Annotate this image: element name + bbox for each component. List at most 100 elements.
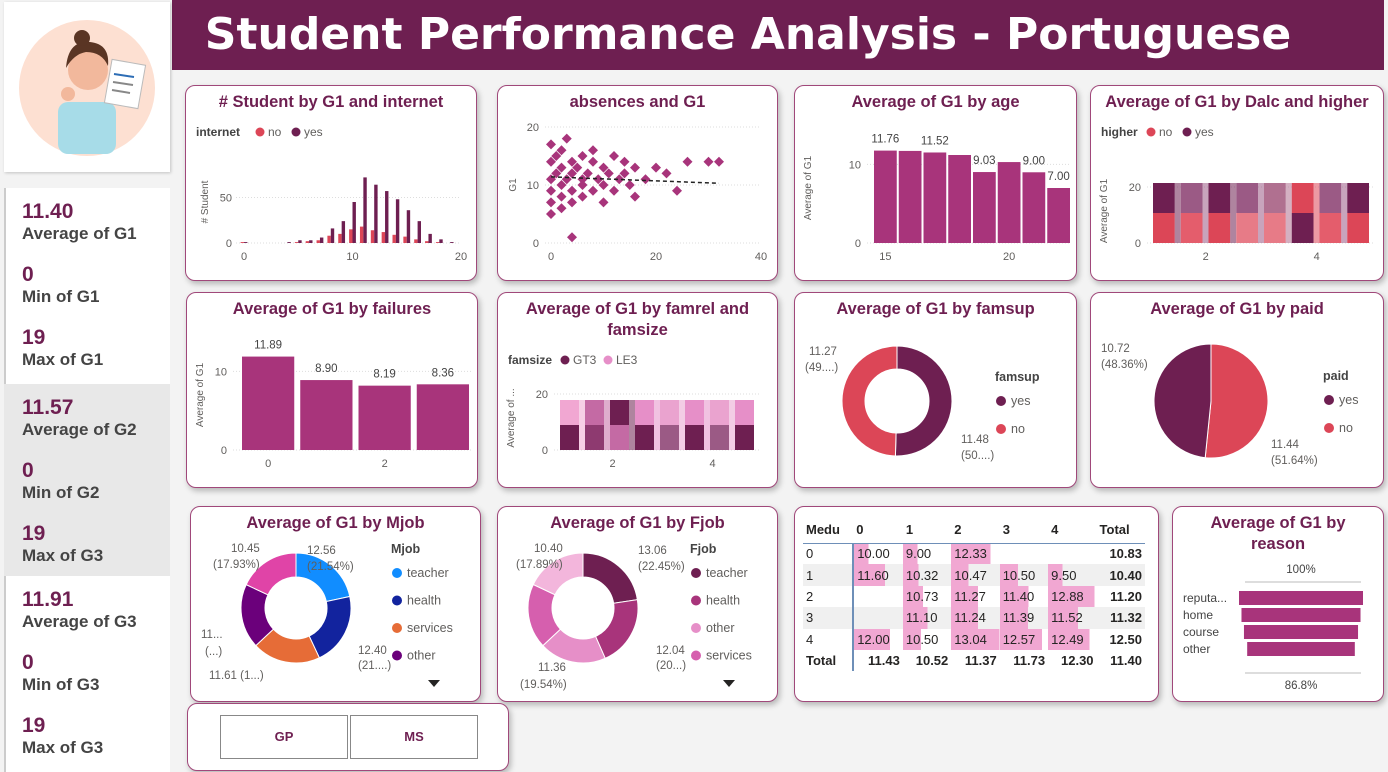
matrix-cell: 11.40 <box>999 585 1049 608</box>
data-label: (49....) <box>805 362 838 374</box>
ribbon-connector <box>604 400 610 450</box>
kpi-card: 19 Max of G3 <box>0 522 170 566</box>
legend-label: yes <box>1011 394 1030 408</box>
slicer-option-gp[interactable]: GP <box>220 715 348 759</box>
card-famsup[interactable]: Average of G1 by famsup 11.27 (49....) 11.… <box>794 292 1077 488</box>
matrix-column-header: 2 <box>951 517 1000 544</box>
scatter-point <box>546 139 556 150</box>
card-paid[interactable]: Average of G1 by paid 10.72 (48.36%) 11.44… <box>1090 292 1384 488</box>
ribbon-segment <box>1264 183 1286 213</box>
bar-no <box>392 234 396 243</box>
card-absences[interactable]: absences and G1 G1 0 10 20 0 20 40 <box>497 85 778 281</box>
bar-no <box>294 242 299 243</box>
scatter-point <box>682 156 693 167</box>
bar-yes <box>395 199 400 243</box>
legend-title: Mjob <box>391 542 421 556</box>
bar <box>923 152 947 243</box>
legend-label: no <box>1339 421 1353 435</box>
matrix-row-key: 4 <box>803 628 855 650</box>
bar-no <box>338 233 342 243</box>
bar-yes <box>319 237 324 243</box>
card-medu-matrix[interactable]: Medu 0 1 2 3 4 Total 0 10.00 9.00 12.33 10.83 1 11.60… <box>794 506 1159 702</box>
scatter-point <box>672 185 682 196</box>
legend-label: health <box>706 594 740 608</box>
pie-slice <box>582 552 638 604</box>
bar-no <box>316 240 320 243</box>
data-label: 11.76 <box>871 134 899 146</box>
data-label: (17.89%) <box>516 559 563 571</box>
slicer-option-ms[interactable]: MS <box>350 715 478 759</box>
ribbon-segment <box>685 425 704 450</box>
data-label: (17.93%) <box>213 559 260 571</box>
bar <box>973 172 996 243</box>
matrix-row-key: 0 <box>803 543 855 565</box>
ribbon-segment <box>1347 183 1369 213</box>
card-dalc[interactable]: Average of G1 by Dalc and higher higher n… <box>1090 85 1384 281</box>
ribbon-segment <box>635 425 654 450</box>
matrix-cell: 10.47 <box>951 564 1000 586</box>
scatter-point <box>598 162 609 173</box>
y-axis-title: G1 <box>508 178 519 192</box>
data-label: 8.90 <box>315 363 337 375</box>
legend-marker <box>255 127 265 137</box>
ribbon-connector <box>679 400 685 450</box>
funnel-bar <box>1247 642 1355 656</box>
card-failures[interactable]: Average of G1 by failures Average of G1 0… <box>186 292 478 488</box>
data-label: (50....) <box>961 450 994 462</box>
scatter-point <box>551 151 562 161</box>
funnel-bar <box>1239 591 1363 605</box>
ribbon-segment <box>1180 213 1203 243</box>
scatter-point <box>546 197 556 208</box>
matrix-column-header: 0 <box>853 517 903 544</box>
bar-no <box>240 242 244 243</box>
card-famrel[interactable]: Average of G1 by famrel and famsize fams… <box>497 292 778 488</box>
card-reason[interactable]: Average of G1 by reason 100% 86.8% reputa.… <box>1172 506 1384 702</box>
scatter-point <box>546 156 556 167</box>
matrix-cell: 11.24 <box>951 607 1000 629</box>
pie-slice <box>1204 343 1269 459</box>
matrix-cell: 9.00 <box>902 543 952 565</box>
matrix-total-row: Total 11.43 10.52 11.37 11.73 12.30 11.40 <box>803 649 1145 672</box>
legend-label: no <box>1159 125 1173 139</box>
bar <box>242 356 295 450</box>
kpi-label: Min of G3 <box>22 675 100 694</box>
bar-no <box>435 242 440 243</box>
bar-no <box>425 241 429 243</box>
scatter-point <box>598 197 609 208</box>
card-fjob[interactable]: Average of G1 by Fjob 13.06 (22.45%) 12.04… <box>497 506 778 702</box>
ribbon-segment <box>685 400 704 425</box>
ribbon-segment <box>1236 183 1258 213</box>
student-avatar-icon <box>19 20 155 156</box>
bar-yes <box>363 177 367 243</box>
data-label: 11.44 <box>1271 439 1300 451</box>
card-mjob[interactable]: Average of G1 by Mjob 12.56 (21.54%) 12.40… <box>190 506 481 702</box>
matrix-cell: 10.52 <box>915 653 949 669</box>
kpi-panel-g2 <box>4 384 170 576</box>
ribbon-segment <box>585 425 604 450</box>
scatter-point <box>577 180 588 190</box>
bar-yes <box>385 191 389 243</box>
scatter-point <box>556 145 567 156</box>
scatter-point <box>546 209 556 219</box>
ribbon-connector <box>1230 183 1237 243</box>
matrix-column-header: 1 <box>902 517 952 544</box>
legend-label: LE3 <box>616 353 638 367</box>
card-age[interactable]: Average of G1 by age Average of G1 0 10 11.… <box>794 85 1077 281</box>
bar-no <box>370 230 375 243</box>
bar <box>948 155 971 243</box>
legend-marker <box>392 595 402 606</box>
card-internet[interactable]: # Student by G1 and internet internet no y… <box>185 85 477 281</box>
scatter-point <box>703 156 714 167</box>
chart-title: Average of G1 by Dalc and higher <box>1105 93 1369 111</box>
matrix-row-key: 3 <box>803 607 855 629</box>
bar-yes <box>428 233 432 243</box>
bar-no <box>381 232 386 243</box>
legend-marker <box>392 650 402 661</box>
ribbon-segment <box>1153 183 1175 213</box>
scatter-point <box>567 197 577 208</box>
kpi-value: 11.57 <box>22 396 74 419</box>
funnel-label: other <box>1183 642 1210 656</box>
x-tick: 2 <box>609 458 615 470</box>
chart-title: Average of G1 by age <box>851 93 1020 111</box>
matrix-cell <box>1000 543 1048 564</box>
